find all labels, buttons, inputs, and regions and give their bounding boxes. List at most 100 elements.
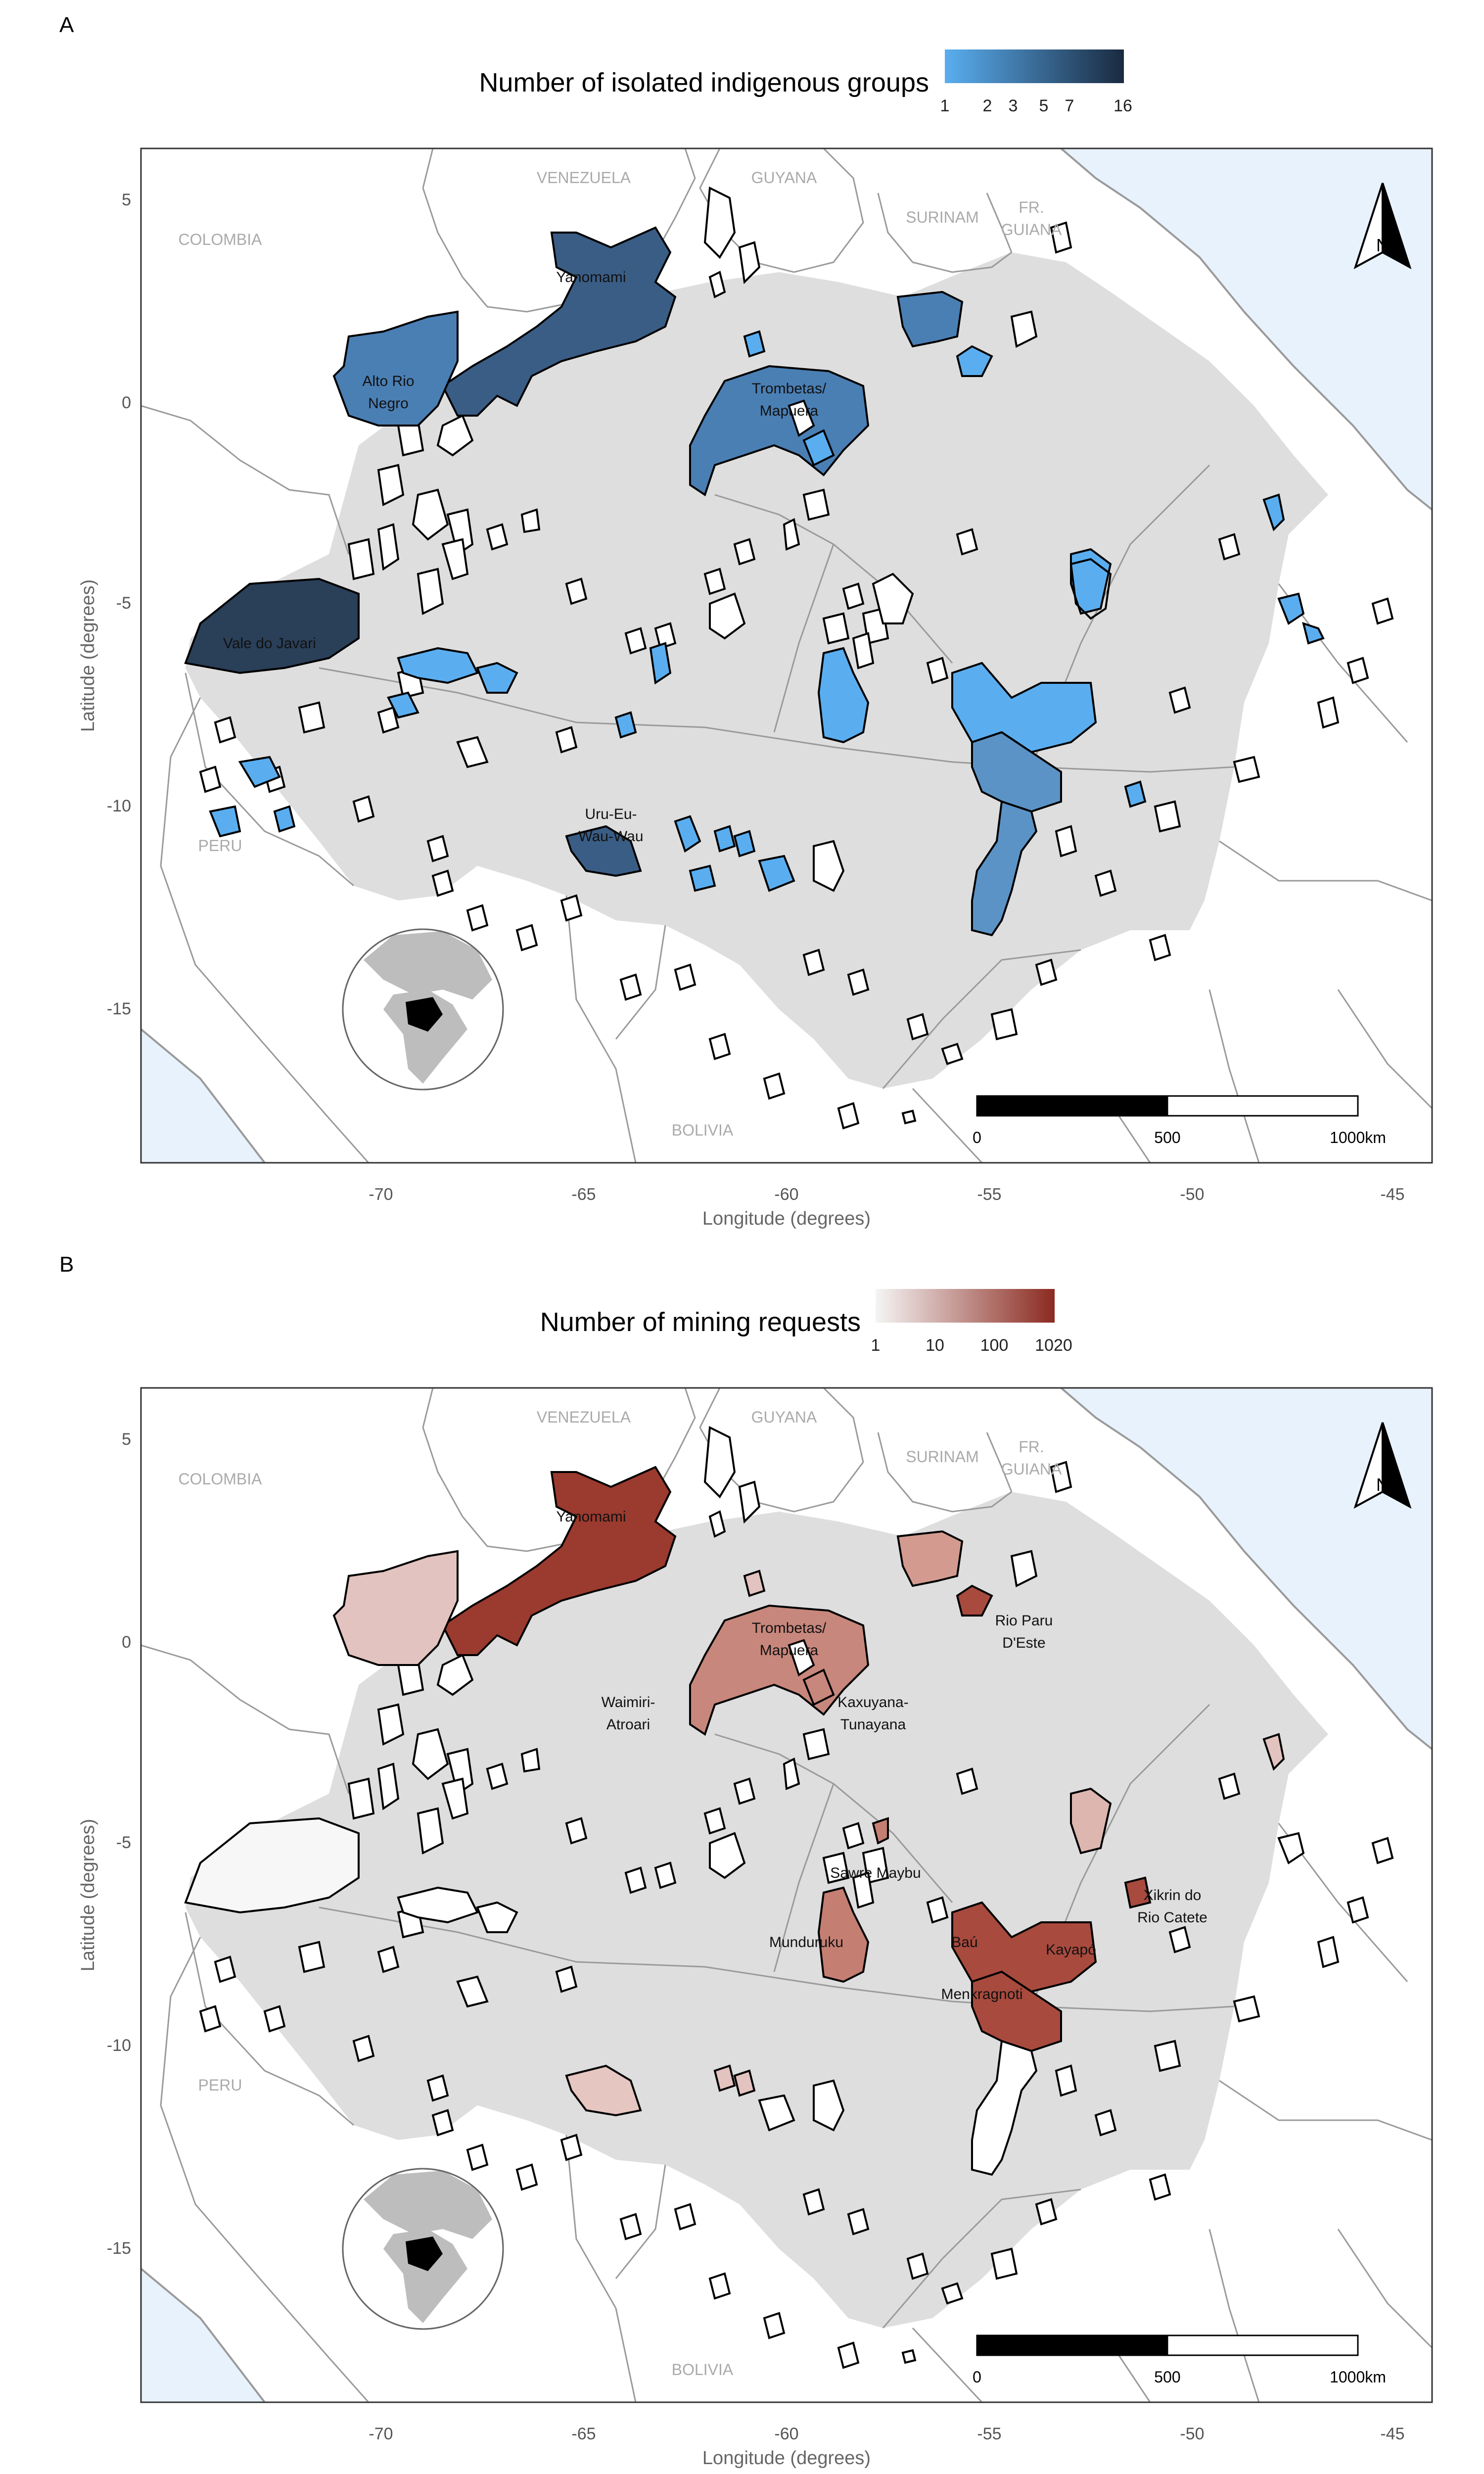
scale-bar: 0 500 1000km — [973, 1095, 1386, 1146]
panel-b: B Number of mining requests 1 10 100 102… — [59, 1252, 1433, 2469]
legend-tick: 5 — [1039, 96, 1049, 115]
y-tick: 5 — [122, 1430, 131, 1449]
territory-kayapo-a — [971, 731, 1062, 813]
country-label: VENEZUELA — [537, 169, 631, 187]
territory-label: Kaxuyana- — [837, 1694, 908, 1711]
x-tick: -70 — [369, 1185, 393, 1204]
legend-title: Number of isolated indigenous groups — [479, 68, 929, 97]
territory-xikrin — [1124, 1876, 1152, 1909]
y-tick: 0 — [122, 393, 131, 412]
country-label: COLOMBIA — [179, 1470, 263, 1488]
panel-letter: B — [59, 1252, 74, 1277]
territory-sawre-maybu — [872, 1817, 889, 1845]
x-tick: -55 — [977, 2425, 1001, 2443]
svg-text:500: 500 — [1154, 2368, 1180, 2386]
territory-label: Trombetas/ — [752, 381, 827, 397]
svg-text:500: 500 — [1154, 1129, 1180, 1146]
y-tick: -10 — [107, 2036, 131, 2055]
legend-tick: 3 — [1009, 96, 1018, 115]
map-area: Yanomami Trombetas/ Mapuera Rio Paru D'E… — [140, 1387, 1433, 2403]
y-axis-label: Latitude (degrees) — [78, 1819, 98, 1971]
territory-uru-eu-wau-wau — [565, 2064, 642, 2117]
territory-menkragnoti — [971, 1970, 1062, 2052]
territory-label: Atroari — [606, 1716, 650, 1733]
country-label: COLOMBIA — [179, 231, 263, 248]
legend-tick: 16 — [1113, 96, 1132, 115]
territory-alto-rio-negro — [332, 1550, 459, 1666]
territory-label: Mapuera — [760, 403, 819, 419]
territory-label: Rio Paru — [995, 1613, 1053, 1629]
y-tick: -10 — [107, 797, 131, 815]
x-axis-label: Longitude (degrees) — [702, 2448, 871, 2469]
svg-text:0: 0 — [973, 2368, 981, 2386]
territory-rio-paru — [896, 1530, 964, 1587]
map-area: Yanomami Alto Rio Negro Trombetas/ Mapue… — [140, 147, 1433, 1164]
north-arrow-icon: N — [1353, 183, 1412, 270]
legend-colorbar — [945, 49, 1124, 83]
territory-yanomami — [441, 226, 677, 417]
panel-a: A Number of isolated indigenous groups 1… — [59, 13, 1433, 1229]
x-tick: -50 — [1180, 2425, 1204, 2443]
territory-label: Mapuera — [760, 1642, 819, 1659]
territory-label: Wau-Wau — [578, 828, 643, 845]
x-tick: -65 — [571, 1185, 596, 1204]
country-label: GUYANA — [751, 1408, 817, 1426]
country-label: SURINAM — [906, 1448, 979, 1466]
x-tick: -65 — [571, 2425, 596, 2443]
territory-label: Vale do Javari — [223, 635, 316, 652]
territory-trombetas-mapuera — [689, 365, 870, 497]
territory-label: Kayapó — [1046, 1942, 1096, 1958]
territory-label: Yanomami — [556, 1509, 626, 1525]
svg-text:N: N — [1376, 235, 1389, 255]
legend-tick: 1 — [940, 96, 950, 115]
legend-tick: 1 — [871, 1336, 881, 1355]
territory-label: Rio Catete — [1137, 1909, 1207, 1926]
legend-tick: 10 — [926, 1336, 944, 1355]
svg-text:1000km: 1000km — [1330, 1129, 1386, 1146]
territory-vale-do-javari — [184, 1817, 360, 1914]
globe-inset — [342, 2168, 504, 2330]
country-label: PERU — [198, 837, 242, 855]
country-label: GUIANA — [1001, 221, 1062, 238]
legend-tick: 100 — [980, 1336, 1009, 1355]
territory-label: Trombetas/ — [752, 1620, 827, 1636]
legend-tick: 1020 — [1035, 1336, 1072, 1355]
country-label: FR. — [1019, 198, 1044, 216]
territory-alto-rio-negro — [332, 310, 459, 427]
territory-label: Alto Rio — [362, 373, 414, 389]
country-label: VENEZUELA — [537, 1408, 631, 1426]
territory-label: Sawre Maybu — [830, 1865, 921, 1881]
territory-yanomami — [441, 1466, 677, 1656]
territory-trombetas-mapuera — [689, 1604, 870, 1736]
y-axis-label: Latitude (degrees) — [78, 579, 98, 732]
panel-letter: A — [59, 13, 74, 37]
territory-label: Xikrin do — [1144, 1887, 1202, 1903]
territory-munduruku — [817, 1886, 870, 1983]
svg-text:N: N — [1376, 1475, 1389, 1495]
country-label: BOLIVIA — [672, 2361, 734, 2379]
x-axis-label: Longitude (degrees) — [702, 1208, 871, 1229]
territory-label: Waimiri- — [602, 1694, 655, 1711]
x-tick: -60 — [774, 1185, 798, 1204]
scale-bar: 0 500 1000km — [973, 2334, 1386, 2386]
territory-label: D'Este — [1002, 1635, 1045, 1651]
country-label: FR. — [1019, 1438, 1044, 1456]
svg-text:0: 0 — [973, 1129, 981, 1146]
y-tick: -5 — [116, 594, 131, 613]
territory-label: Tunayana — [840, 1716, 906, 1733]
globe-inset — [342, 928, 504, 1091]
legend-tick: 7 — [1065, 96, 1074, 115]
legend-colorbar — [876, 1289, 1055, 1323]
y-tick: -15 — [107, 2239, 131, 2258]
legend-title: Number of mining requests — [540, 1307, 861, 1337]
x-tick: -60 — [774, 2425, 798, 2443]
x-tick: -50 — [1180, 1185, 1204, 1204]
x-tick: -45 — [1380, 2425, 1404, 2443]
territory-vale-do-javari — [184, 577, 360, 674]
territory-label: Baú — [951, 1934, 977, 1951]
north-arrow-icon: N — [1353, 1422, 1412, 1509]
y-tick: -15 — [107, 999, 131, 1018]
y-tick: -5 — [116, 1833, 131, 1852]
x-tick: -55 — [977, 1185, 1001, 1204]
y-tick: 5 — [122, 190, 131, 209]
